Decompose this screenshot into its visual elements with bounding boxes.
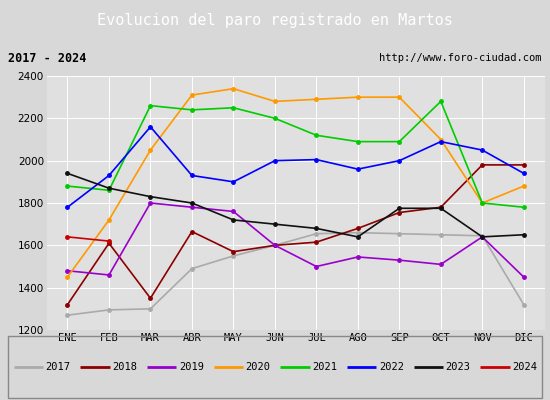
Text: 2023: 2023 xyxy=(446,362,471,372)
Text: 2021: 2021 xyxy=(312,362,337,372)
Text: 2024: 2024 xyxy=(513,362,537,372)
Text: 2017: 2017 xyxy=(46,362,70,372)
Text: 2018: 2018 xyxy=(112,362,138,372)
Text: Evolucion del paro registrado en Martos: Evolucion del paro registrado en Martos xyxy=(97,14,453,28)
Text: 2022: 2022 xyxy=(379,362,404,372)
Text: 2020: 2020 xyxy=(246,362,271,372)
Text: 2019: 2019 xyxy=(179,362,204,372)
Text: 2017 - 2024: 2017 - 2024 xyxy=(8,52,87,64)
Text: http://www.foro-ciudad.com: http://www.foro-ciudad.com xyxy=(379,53,542,63)
